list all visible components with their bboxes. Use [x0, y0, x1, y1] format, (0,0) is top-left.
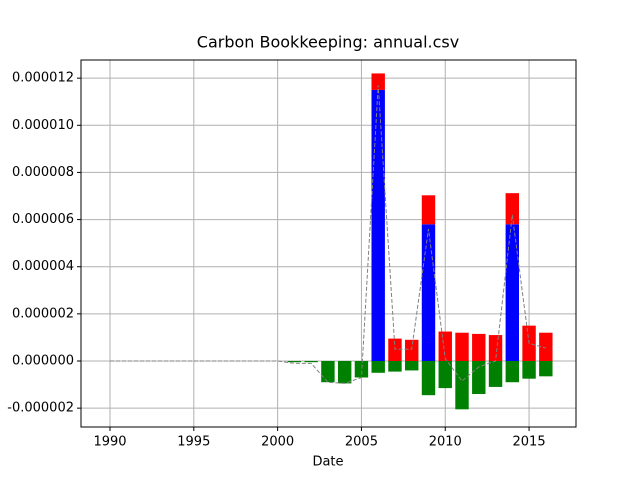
bar [522, 361, 536, 379]
x-tick-label: 1995 [177, 435, 210, 450]
y-tick-label: 0.000000 [12, 354, 74, 369]
bar [455, 332, 469, 362]
bar [505, 224, 520, 362]
y-tick-label: 0.000010 [12, 118, 74, 133]
y-tick-label: -0.000002 [7, 401, 74, 416]
y-tick-label: 0.000012 [12, 71, 74, 86]
bar [388, 361, 402, 372]
bar [371, 89, 385, 362]
y-tick-label: 0.000004 [12, 259, 74, 274]
bar [371, 361, 385, 373]
bar [539, 361, 553, 377]
bar [505, 361, 520, 383]
bar [488, 361, 503, 387]
x-tick-label: 2010 [429, 435, 462, 450]
x-tick-label: 2015 [513, 435, 546, 450]
bar [455, 361, 469, 410]
bar [337, 361, 352, 384]
y-tick-label: 0.000006 [12, 212, 74, 227]
x-tick-label: 1990 [93, 435, 126, 450]
net-line [109, 85, 546, 384]
bar [472, 361, 486, 395]
bar [287, 361, 302, 363]
y-tick-label: 0.000002 [12, 306, 74, 321]
x-axis-label: Date [312, 455, 343, 470]
x-tick-label: 2000 [261, 435, 294, 450]
bar [388, 338, 402, 362]
bar [421, 361, 436, 396]
plot-frame [80, 59, 577, 428]
bar [405, 339, 419, 362]
bar [354, 361, 369, 378]
bar [505, 193, 520, 225]
bar [438, 361, 452, 389]
bar [488, 335, 503, 362]
y-tick-label: 0.000008 [12, 165, 74, 180]
bar [304, 361, 318, 363]
chart-title: Carbon Bookkeeping: annual.csv [197, 33, 459, 52]
bar [321, 361, 335, 383]
bar [371, 73, 385, 90]
bar [438, 331, 452, 362]
bar [472, 333, 486, 362]
bar [421, 224, 436, 362]
bar [405, 361, 419, 371]
x-tick-label: 2005 [345, 435, 378, 450]
bar [421, 195, 436, 225]
bar [539, 332, 553, 362]
